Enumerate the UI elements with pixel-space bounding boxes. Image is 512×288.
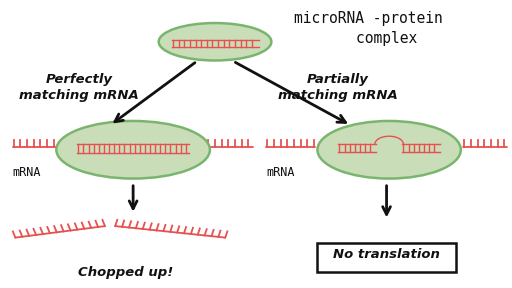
Bar: [317, 243, 456, 272]
Text: mRNA: mRNA: [13, 166, 41, 179]
Text: mRNA: mRNA: [266, 166, 295, 179]
Text: microRNA -protein
    complex: microRNA -protein complex: [294, 12, 443, 46]
Text: No translation: No translation: [333, 248, 440, 262]
Ellipse shape: [56, 121, 210, 179]
Ellipse shape: [317, 121, 461, 179]
Text: Perfectly
matching mRNA: Perfectly matching mRNA: [19, 73, 139, 102]
Ellipse shape: [159, 23, 271, 60]
Text: Chopped up!: Chopped up!: [78, 266, 173, 279]
Text: Partially
matching mRNA: Partially matching mRNA: [278, 73, 398, 102]
